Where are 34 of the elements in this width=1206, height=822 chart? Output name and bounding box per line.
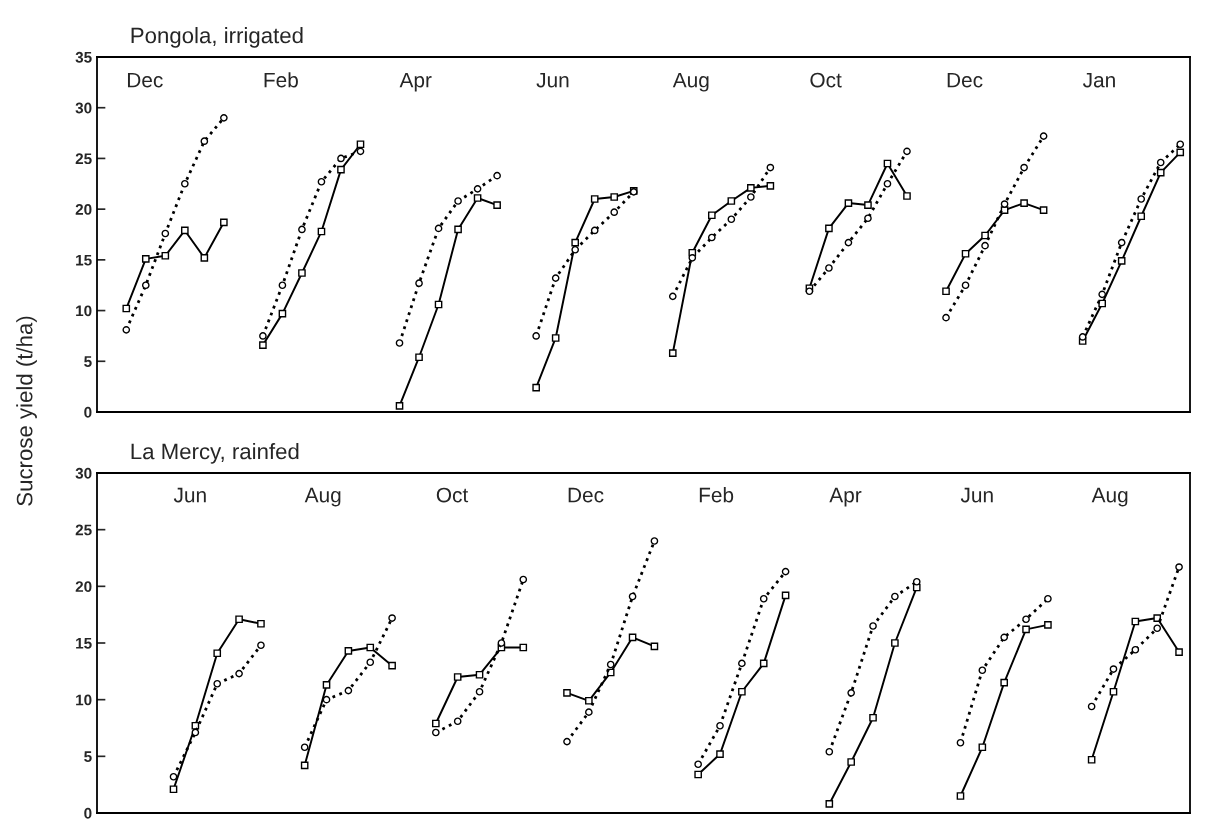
y-tick-label: 0 xyxy=(84,807,92,819)
y-tick-label: 10 xyxy=(76,305,92,317)
y-axis-title: Sucrose yield (t/ha) xyxy=(16,316,37,506)
y-tick-label: 20 xyxy=(75,581,92,593)
y-tick-label: 15 xyxy=(76,638,92,649)
y-tick-label: 25 xyxy=(75,524,92,536)
chart-title: Pongola, irrigated xyxy=(131,27,303,48)
y-tick-label: 30 xyxy=(75,102,92,114)
annotation: Oct xyxy=(436,487,469,503)
annotation: Aug xyxy=(1091,487,1128,507)
y-tick-label: 10 xyxy=(76,694,92,706)
annotation: Jun xyxy=(173,487,206,503)
annotation: Feb xyxy=(264,72,298,88)
y-tick-label: 15 xyxy=(76,254,92,266)
annotation: Jun xyxy=(536,72,569,88)
y-tick-label: 35 xyxy=(75,51,92,63)
annotation: Jun xyxy=(960,487,993,503)
annotation: Apr xyxy=(399,72,432,92)
y-tick-label: 25 xyxy=(75,153,92,165)
y-tick-label: 5 xyxy=(84,751,92,763)
annotation: Feb xyxy=(699,487,734,503)
annotation: Dec xyxy=(947,72,983,88)
annotation: Dec xyxy=(127,72,163,88)
annotation: Aug xyxy=(672,72,709,92)
y-tick-label: 5 xyxy=(84,356,92,367)
y-tick-label: 30 xyxy=(75,467,92,479)
annotation: Aug xyxy=(304,487,341,507)
annotation: Dec xyxy=(568,487,604,503)
annotation: Oct xyxy=(810,72,842,88)
annotation: Apr xyxy=(829,487,862,507)
annotation: Jan xyxy=(1082,72,1115,88)
y-tick-label: 0 xyxy=(84,406,92,418)
y-tick-label: 20 xyxy=(75,204,92,215)
chart-title: La Mercy, rainfed xyxy=(131,443,299,464)
